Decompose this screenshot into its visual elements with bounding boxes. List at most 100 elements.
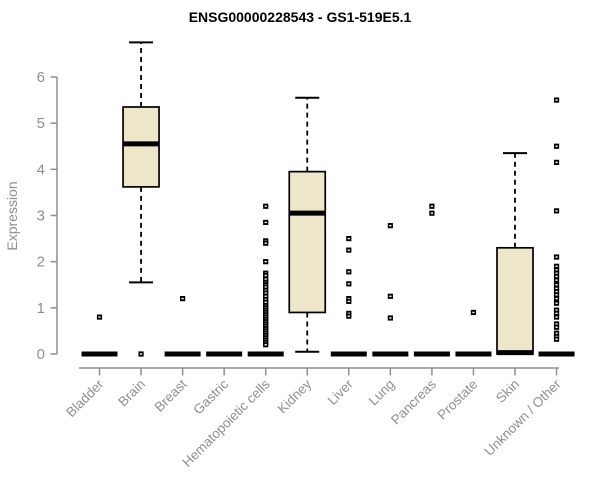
y-tick-label: 3: [37, 207, 45, 224]
x-category-label: Breast: [152, 376, 190, 414]
outlier-point: [138, 351, 144, 357]
outlier-square-center: [555, 297, 558, 300]
outlier-point: [553, 273, 560, 280]
outlier-point: [263, 296, 269, 303]
x-category-label: Brain: [115, 377, 148, 410]
outlier-point: [553, 208, 560, 214]
outlier-square-center: [389, 224, 392, 227]
boxplot-liver: [330, 235, 367, 357]
outlier-square-center: [555, 145, 558, 147]
outlier-point: [553, 324, 560, 330]
outlier-point: [180, 295, 186, 302]
outlier-square-center: [389, 317, 392, 319]
outlier-square-center: [555, 279, 558, 281]
outlier-square-center: [347, 312, 350, 315]
outlier-point: [346, 235, 352, 242]
outlier-square-center: [555, 275, 558, 278]
outlier-square-center: [555, 323, 558, 325]
outlier-square-center: [181, 297, 184, 300]
outlier-point: [553, 263, 560, 269]
outlier-point: [553, 143, 560, 149]
outlier-square-center: [555, 284, 558, 286]
outlier-square-center: [264, 278, 267, 280]
boxplot-lung: [372, 223, 409, 357]
boxplot-prostate: [455, 309, 492, 357]
x-category-label: Liver: [325, 376, 357, 408]
chart-title: ENSG00000228543 - GS1-519E5.1: [189, 9, 412, 25]
outlier-point: [263, 276, 269, 282]
outlier-square-center: [555, 272, 558, 274]
outlier-point: [263, 203, 269, 209]
outlier-point: [346, 269, 352, 275]
outlier-point: [553, 300, 560, 306]
outlier-square-center: [98, 316, 101, 318]
x-category-label: Skin: [493, 377, 522, 406]
outlier-square-center: [389, 295, 392, 297]
x-category-label: Gastric: [190, 376, 231, 417]
outlier-point: [553, 295, 560, 302]
y-tick-label: 2: [37, 254, 45, 271]
outlier-point: [387, 315, 393, 321]
boxplot-bladder: [81, 314, 118, 357]
outlier-point: [346, 295, 352, 302]
x-category-label: Prostate: [434, 377, 480, 423]
outlier-point: [553, 270, 560, 276]
outlier-point: [346, 313, 352, 319]
y-tick-label: 5: [37, 115, 45, 132]
outlier-point: [553, 267, 560, 273]
outlier-point: [346, 247, 352, 253]
outlier-square-center: [264, 295, 267, 297]
outlier-square-center: [264, 205, 267, 207]
outlier-point: [553, 307, 560, 313]
outlier-point: [263, 240, 269, 246]
outlier-square-center: [139, 353, 143, 355]
outlier-point: [263, 259, 269, 265]
boxplot-brain: [122, 41, 160, 357]
outlier-point: [553, 330, 560, 336]
outlier-point: [263, 299, 269, 305]
outlier-point: [429, 203, 435, 209]
outlier-point: [553, 310, 560, 316]
outlier-square-center: [555, 294, 558, 296]
outlier-square-center: [264, 301, 267, 303]
y-tick-label: 0: [37, 346, 45, 363]
iqr-box: [496, 246, 534, 355]
outlier-point: [553, 314, 560, 320]
outlier-square-center: [555, 309, 558, 311]
boxplot-skin: [496, 152, 534, 356]
outlier-point: [263, 219, 269, 226]
x-category-label: Unknown / Other: [481, 376, 564, 459]
outlier-point: [553, 277, 560, 283]
boxplot-pancreas: [413, 203, 450, 357]
outlier-point: [553, 97, 560, 103]
outlier-point: [263, 272, 269, 279]
outlier-point: [263, 284, 269, 290]
y-axis-label: Expression: [4, 181, 20, 250]
x-category-label: Lung: [366, 377, 398, 409]
outlier-square-center: [264, 242, 267, 244]
y-tick-label: 4: [37, 161, 45, 178]
outlier-square-center: [264, 298, 267, 301]
outlier-square-center: [555, 210, 558, 212]
outlier-square-center: [347, 315, 350, 317]
outlier-point: [470, 309, 477, 316]
iqr-box: [288, 170, 327, 314]
outlier-square-center: [347, 271, 350, 273]
boxplot-hematopoietic-cells: [247, 203, 284, 357]
outlier-point: [553, 254, 560, 260]
x-category-label: Kidney: [275, 376, 315, 416]
outlier-point: [553, 292, 560, 298]
outlier-square-center: [555, 338, 558, 340]
outlier-square-center: [555, 316, 558, 318]
boxplot-kidney: [288, 96, 327, 353]
y-tick-label: 1: [37, 300, 45, 317]
outlier-square-center: [347, 297, 350, 300]
outlier-square-center: [555, 99, 558, 101]
outlier-square-center: [555, 269, 558, 271]
outlier-point: [553, 159, 560, 165]
outlier-square-center: [264, 286, 267, 288]
outlier-square-center: [555, 326, 558, 328]
y-tick-label: 6: [37, 69, 45, 86]
